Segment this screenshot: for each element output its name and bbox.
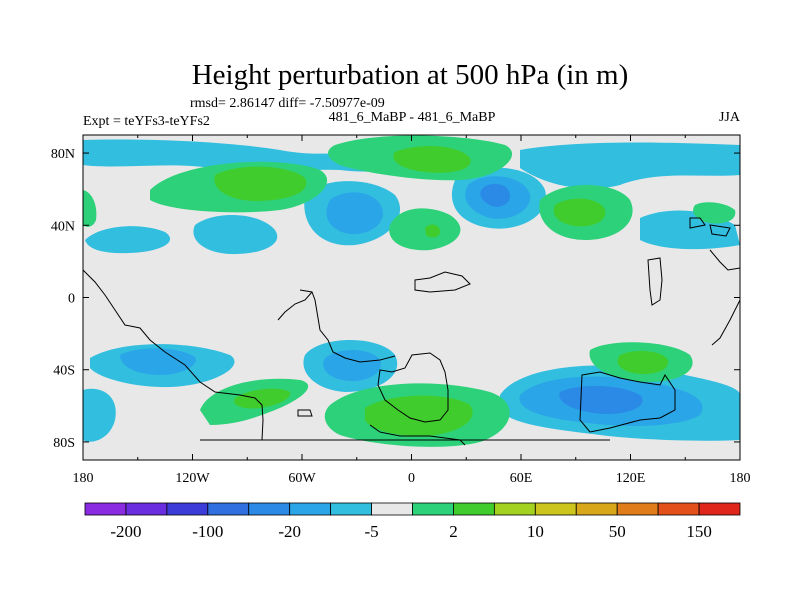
blob-south-40s-mid-core <box>323 349 381 382</box>
y-tick-label: 0 <box>68 292 75 307</box>
negative-anomalies <box>83 139 740 442</box>
x-axis: 180 120W 60W 0 60E 120E 180 <box>73 135 751 486</box>
colorbar-label: -5 <box>364 522 378 541</box>
blob-north-edge-west <box>83 190 97 227</box>
colorbar-label: 2 <box>449 522 458 541</box>
blob-atlantic-40n <box>193 214 278 255</box>
blob-pacific-40n <box>85 226 171 254</box>
x-tick-label: 180 <box>73 471 94 486</box>
experiment-label: Expt = teYFs3-teYFs2 <box>83 114 210 129</box>
colorbar-swatch <box>412 502 454 516</box>
blob-north-polar-east <box>520 142 740 189</box>
blob-na-60n-core <box>214 166 307 202</box>
colorbar-swatch <box>657 502 700 516</box>
colorbar-swatch <box>371 502 413 516</box>
colorbar-swatch <box>698 502 741 516</box>
blob-asia-50n-core <box>553 198 606 227</box>
map-field <box>83 135 740 460</box>
outline-south-ridge <box>369 424 466 446</box>
season-label: JJA <box>719 110 741 125</box>
blob-arctic-0-core <box>393 146 471 173</box>
chart-title: Height perturbation at 500 hPa (in m) <box>192 59 629 91</box>
colorbar-swatch <box>248 502 291 516</box>
x-tick-label: 180 <box>730 471 751 486</box>
colorbar-swatch <box>207 502 250 516</box>
colorbar-label: 50 <box>609 522 626 541</box>
continent-outlines <box>83 217 740 446</box>
colorbar-label: -200 <box>110 522 141 541</box>
outline-africa-west <box>277 291 313 321</box>
x-tick-label: 60E <box>510 471 533 486</box>
x-tick-label: 120E <box>616 471 646 486</box>
colorbar-swatch <box>534 502 577 516</box>
outline-east-pacific <box>647 257 663 306</box>
colorbar-swatch <box>575 502 618 516</box>
outline-south-america <box>299 289 396 363</box>
y-axis: 80N 40N 0 40S 80S <box>51 147 740 451</box>
x-tick-label: 120W <box>175 471 210 486</box>
y-tick-label: 40S <box>53 364 75 379</box>
colorbar-swatch <box>493 502 536 516</box>
blob-atl-40n <box>389 208 461 251</box>
blob-south-pacific-40s-core <box>617 350 669 375</box>
colorbar-label: 150 <box>686 522 712 541</box>
y-tick-label: 80S <box>53 436 75 451</box>
colorbar-label: -100 <box>192 522 223 541</box>
outline-southeast-asia <box>414 271 471 293</box>
outline-east-coast <box>709 249 740 346</box>
colorbar-swatch <box>289 502 332 516</box>
x-tick-label: 0 <box>408 471 415 486</box>
outline-americas <box>83 269 264 441</box>
blob-north-east-small <box>693 202 736 224</box>
colorbar-swatch <box>166 502 209 516</box>
outline-africa <box>377 352 449 423</box>
blob-atl-40n-core <box>425 224 440 238</box>
blob-southwest-edge <box>83 388 116 442</box>
colorbar-swatch <box>616 502 659 516</box>
x-tick-label: 60W <box>288 471 316 486</box>
colorbar-swatch <box>453 502 495 516</box>
y-tick-label: 80N <box>51 147 75 162</box>
colorbar-label: 10 <box>527 522 544 541</box>
blob-asia-60n-core <box>480 183 510 207</box>
y-tick-label: 40N <box>51 219 75 234</box>
blob-south-40s-west-core <box>120 348 196 375</box>
blob-south-70s-west-core <box>234 388 291 409</box>
colorbar-swatch <box>330 502 372 516</box>
colorbar-swatch <box>125 502 168 516</box>
colorbar: -200 -100 -20 -5 2 10 50 150 <box>84 502 741 541</box>
blob-na-40n-core <box>326 192 383 235</box>
colorbar-label: -20 <box>278 522 301 541</box>
stats-label: rmsd= 2.86147 diff= -7.50977e-09 <box>190 96 385 111</box>
case-label: 481_6_MaBP - 481_6_MaBP <box>329 110 496 125</box>
outline-ne-small <box>689 217 731 237</box>
outline-australia <box>579 371 676 433</box>
blob-north-polar <box>83 139 410 174</box>
outline-small-islands <box>297 409 313 417</box>
positive-anomalies <box>83 135 736 447</box>
colorbar-swatch <box>84 502 127 516</box>
